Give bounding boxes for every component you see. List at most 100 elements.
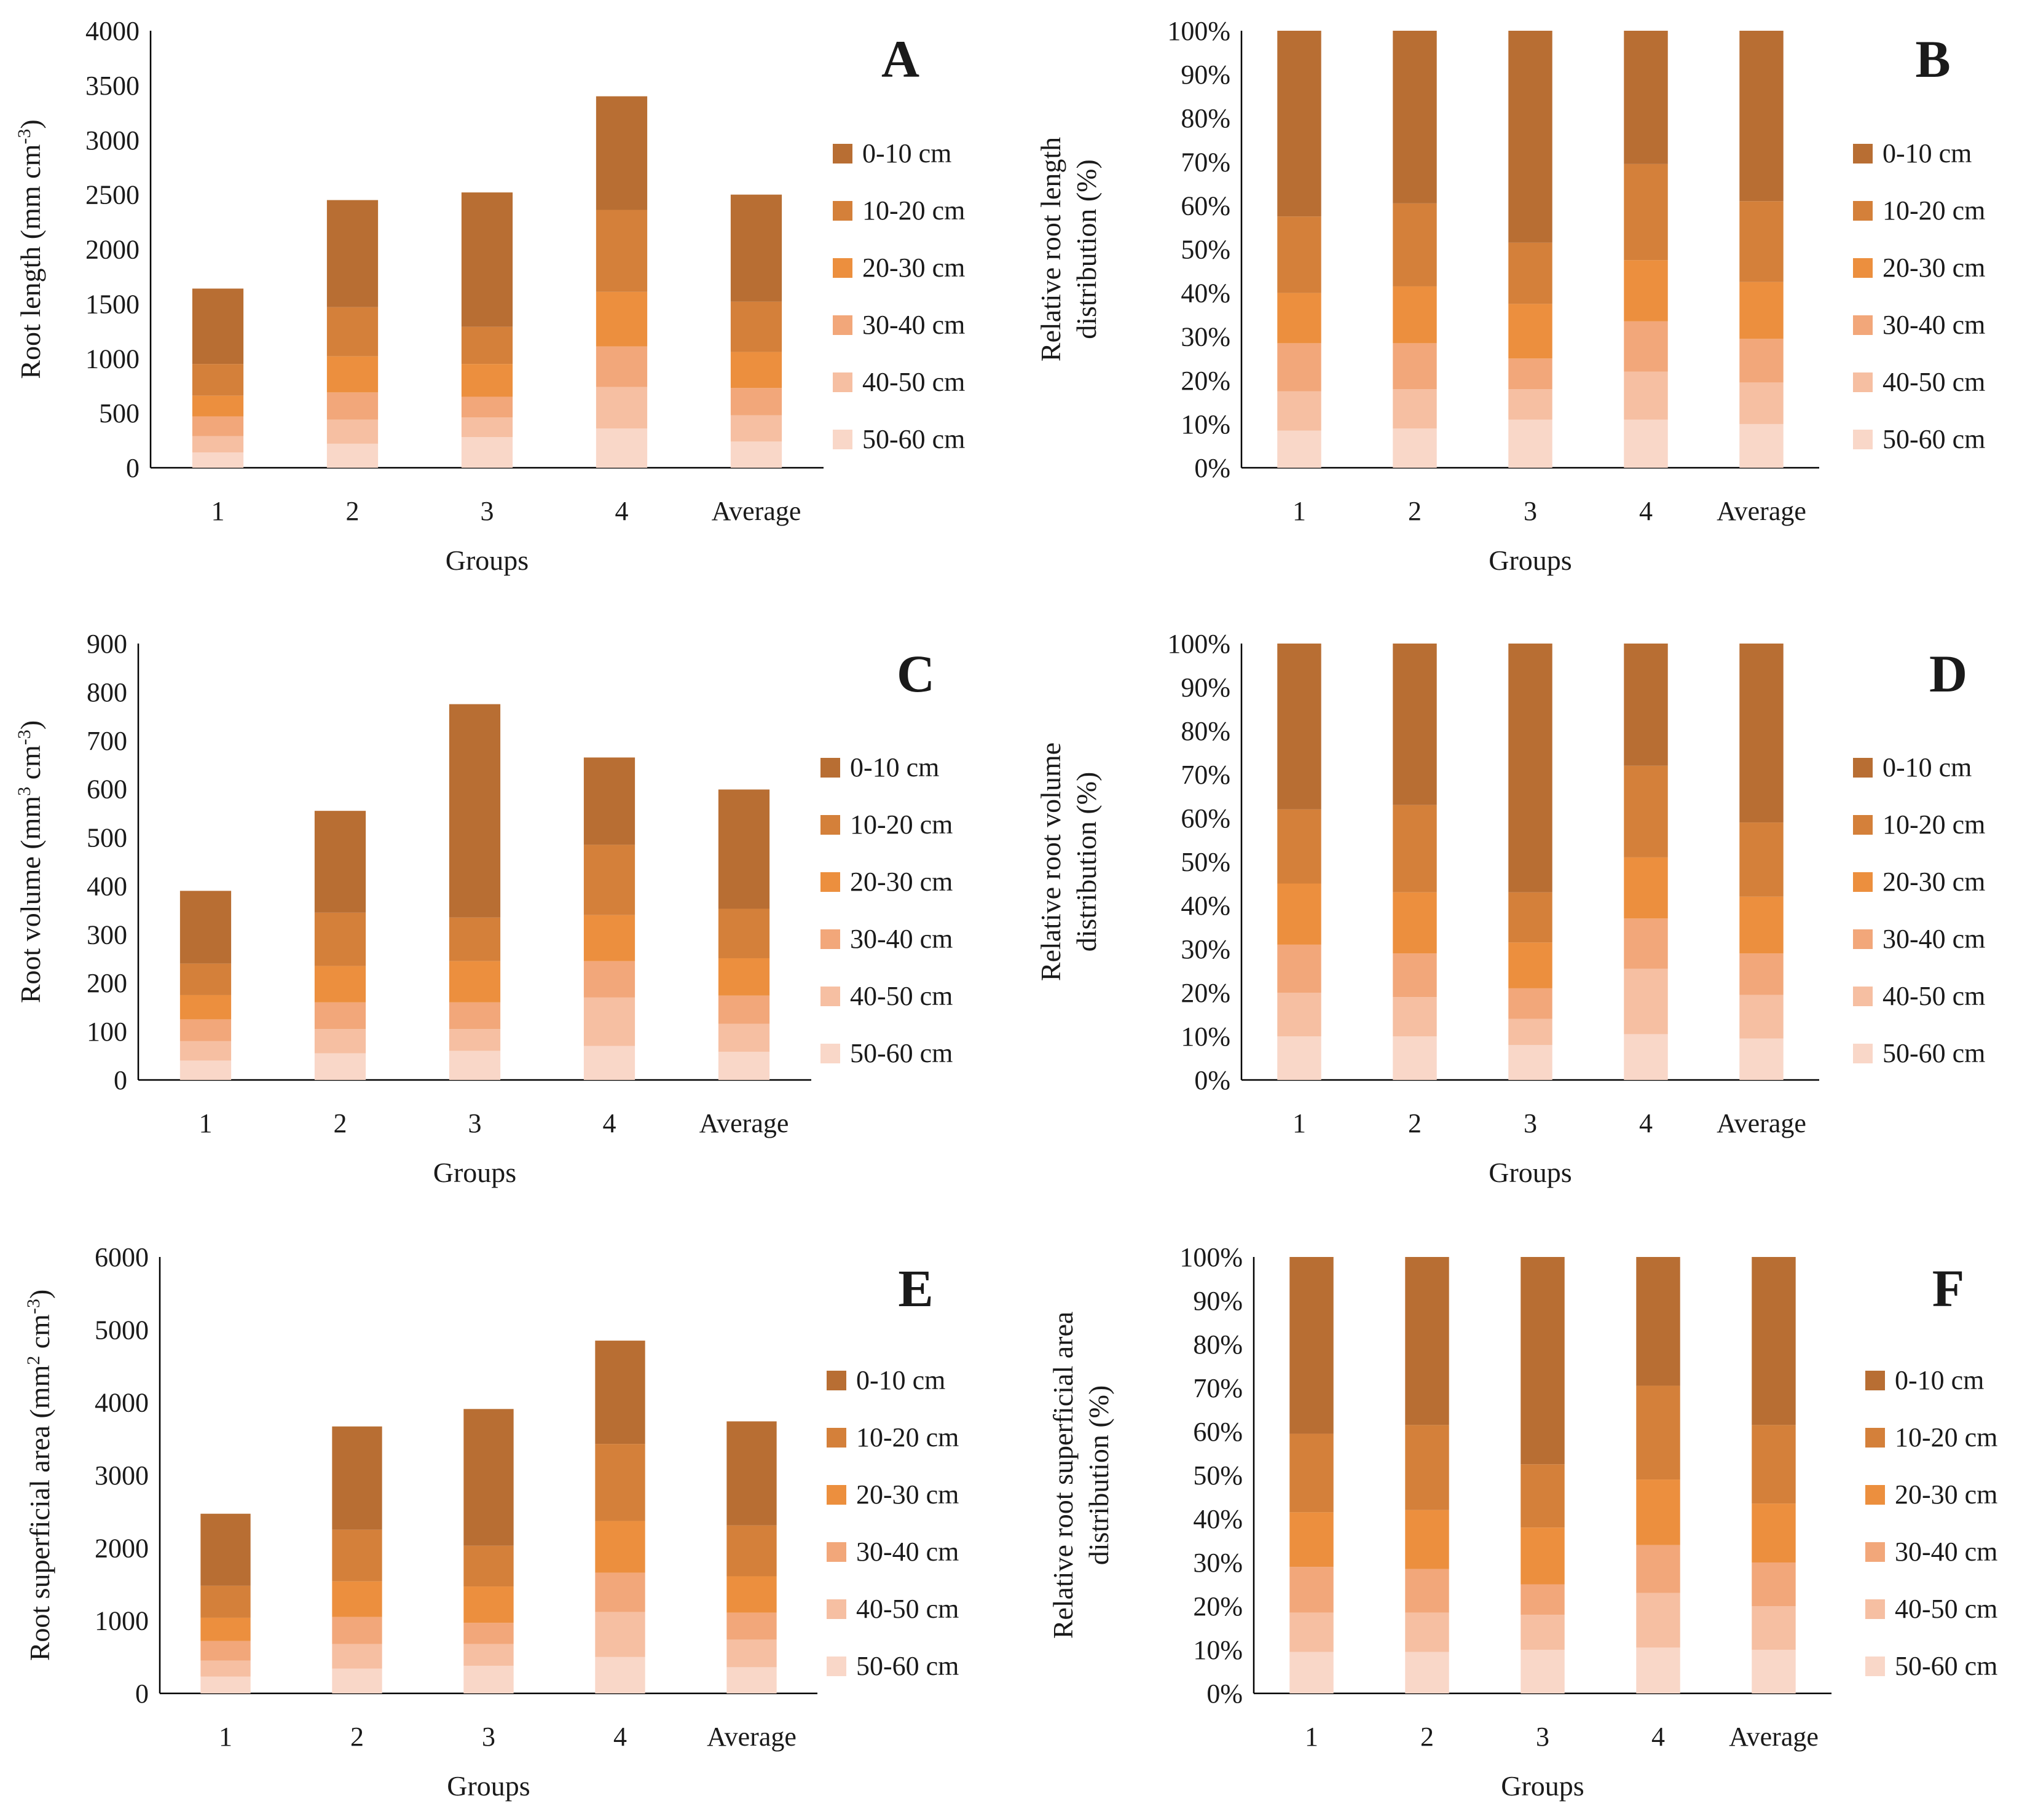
y-tick-label: 5000 <box>95 1315 149 1345</box>
y-tick-label: 90% <box>1193 1286 1243 1316</box>
bar-segment-0-10cm-group-3 <box>1508 644 1552 892</box>
bar-segment-30-40cm-group-3 <box>1521 1584 1565 1615</box>
bar-segment-10-20cm-group-4 <box>583 845 635 915</box>
bar-segment-40-50cm-group-1 <box>200 1660 251 1677</box>
bar-segment-20-30cm-group-2 <box>1393 892 1437 954</box>
panel-letter: D <box>1929 644 1967 703</box>
bar-segment-20-30cm-group-1 <box>192 395 244 417</box>
y-tick-label: 60% <box>1181 803 1230 833</box>
bar-segment-0-10cm-group-1 <box>1277 31 1321 217</box>
y-tick-label: 0% <box>1194 1065 1230 1095</box>
x-tick-label: 4 <box>1651 1722 1665 1752</box>
bar-segment-50-60cm-group-3 <box>1508 419 1552 468</box>
y-axis-title-superscript: -3 <box>14 129 34 144</box>
legend-swatch <box>827 1657 846 1676</box>
panel-letter: A <box>881 30 919 89</box>
y-tick-label: 100% <box>1167 16 1230 46</box>
legend-swatch <box>833 372 852 392</box>
legend-swatch <box>1853 872 1873 892</box>
y-tick-label: 4000 <box>95 1388 149 1418</box>
legend-swatch <box>1865 1485 1885 1505</box>
legend-swatch <box>1865 1657 1885 1676</box>
y-tick-label: 4000 <box>85 16 140 46</box>
bar-segment-10-20cm-group-average <box>1752 1425 1796 1504</box>
bar-segment-30-40cm-group-1 <box>1289 1567 1334 1613</box>
x-tick-label: 1 <box>219 1722 232 1752</box>
legend-swatch <box>820 929 840 949</box>
legend-swatch <box>1865 1542 1885 1562</box>
y-tick-label: 400 <box>87 871 127 901</box>
legend-label: 40-50 cm <box>850 981 953 1011</box>
bar-segment-0-10cm-group-3 <box>1508 31 1552 243</box>
bar-segment-40-50cm-group-average <box>1752 1606 1796 1650</box>
bar-segment-0-10cm-group-4 <box>583 757 635 845</box>
legend-label: 10-20 cm <box>1882 810 1985 840</box>
bar-segment-10-20cm-group-average <box>718 908 770 958</box>
bar-segment-40-50cm-group-3 <box>1508 1018 1552 1046</box>
bar-segment-0-10cm-group-4 <box>1636 1257 1680 1386</box>
bar-segment-10-20cm-group-4 <box>596 210 648 292</box>
legend-label: 0-10 cm <box>1882 752 1972 782</box>
bar-segment-10-20cm-group-3 <box>463 1545 514 1587</box>
y-tick-label: 800 <box>87 677 127 707</box>
y-tick-label: 2500 <box>85 180 140 210</box>
legend-label: 40-50 cm <box>1882 981 1985 1011</box>
bar-segment-50-60cm-group-4 <box>1624 419 1668 468</box>
x-tick-label: Average <box>712 496 801 526</box>
bar-segment-10-20cm-group-4 <box>595 1444 645 1521</box>
legend-label: 30-40 cm <box>1882 310 1985 340</box>
y-axis-title-superscript: 3 <box>14 787 34 796</box>
legend-label: 10-20 cm <box>856 1422 959 1452</box>
legend-swatch <box>1865 1371 1885 1390</box>
bar-segment-40-50cm-group-4 <box>583 997 635 1046</box>
bar-segment-50-60cm-group-2 <box>326 443 379 468</box>
bar-segment-20-30cm-group-1 <box>1289 1512 1334 1567</box>
y-tick-label: 700 <box>87 726 127 756</box>
x-axis-title: Groups <box>1489 545 1572 576</box>
bar-segment-30-40cm-group-3 <box>461 396 513 418</box>
bar-segment-20-30cm-group-2 <box>326 356 379 393</box>
legend-swatch <box>833 144 852 163</box>
legend-label: 10-20 cm <box>1882 195 1985 226</box>
y-tick-label: 0 <box>126 453 140 483</box>
bar-segment-0-10cm-group-4 <box>1624 31 1668 164</box>
chart-panel-c: 0 100 200 300 400 500 600 700 800 900 1 2 3 4 Average G… <box>14 629 953 1188</box>
y-tick-label: 1500 <box>85 289 140 319</box>
y-axis-title-part: Root volume (mm <box>15 796 46 1004</box>
bar-segment-10-20cm-group-3 <box>449 917 501 961</box>
y-tick-label: 20% <box>1181 366 1230 396</box>
x-tick-label: 1 <box>211 496 225 526</box>
bar-segment-0-10cm-group-average <box>726 1421 777 1526</box>
y-tick-label: 0% <box>1194 453 1230 483</box>
legend-swatch <box>827 1599 846 1619</box>
bar-segment-50-60cm-group-4 <box>1624 1034 1668 1080</box>
bar-segment-0-10cm-group-2 <box>332 1426 382 1530</box>
bar-segment-30-40cm-group-1 <box>1277 944 1321 993</box>
bar-segment-20-30cm-group-1 <box>1277 293 1321 344</box>
y-tick-label: 80% <box>1193 1330 1243 1360</box>
legend-label: 10-20 cm <box>850 810 953 840</box>
bar-segment-10-20cm-group-4 <box>1624 765 1668 857</box>
bar-segment-10-20cm-group-average <box>1739 201 1784 282</box>
y-tick-label: 0 <box>114 1065 127 1095</box>
bar-segment-0-10cm-group-2 <box>1393 31 1437 203</box>
y-tick-label: 300 <box>87 920 127 950</box>
bar-segment-20-30cm-group-average <box>1739 282 1784 339</box>
bar-segment-20-30cm-group-3 <box>461 364 513 397</box>
chart-panel-d: 0% 10% 20% 30% 40% 50% 60% 70% 80% 90% 100% 1 2 3 4 Ave… <box>1035 629 1985 1188</box>
bar-segment-50-60cm-group-1 <box>192 452 244 468</box>
y-tick-label: 20% <box>1181 978 1230 1008</box>
bar-segment-20-30cm-group-3 <box>1508 304 1552 359</box>
y-axis-title-part: cm <box>24 1314 55 1356</box>
legend-label: 0-10 cm <box>862 138 951 168</box>
bar-segment-40-50cm-group-average <box>1739 382 1784 424</box>
bar-segment-30-40cm-group-average <box>730 388 782 416</box>
bar-segment-10-20cm-group-4 <box>1624 163 1668 261</box>
x-axis-title: Groups <box>1489 1157 1572 1188</box>
bar-segment-0-10cm-group-4 <box>1624 644 1668 766</box>
x-tick-label: 1 <box>199 1108 213 1138</box>
bar-segment-10-20cm-group-2 <box>1393 805 1437 892</box>
legend-label: 20-30 cm <box>856 1479 959 1510</box>
y-tick-label: 500 <box>99 398 140 428</box>
legend-label: 30-40 cm <box>856 1537 959 1567</box>
